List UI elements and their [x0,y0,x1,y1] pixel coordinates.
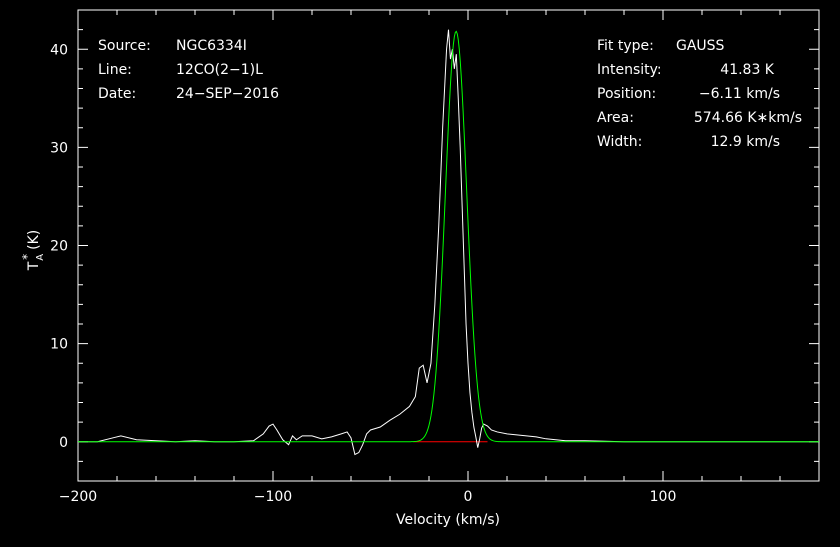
source-value: NGC6334I [176,38,247,54]
intensity-value: 41.83 K [720,62,775,78]
area-label: Area: [597,110,634,126]
position-label: Position: [597,86,656,102]
y-tick-label: 10 [50,337,68,353]
width-label: Width: [597,134,642,150]
y-tick-label: 40 [50,42,68,58]
x-tick-label: 0 [464,489,473,505]
y-tick-label: 30 [50,140,68,156]
source-label: Source: [98,38,151,54]
fit-type-value: GAUSS [676,38,725,54]
gaussian-fit-line [78,30,819,443]
x-axis-label: Velocity (km/s) [396,512,500,528]
header-right: Fit type: GAUSS Intensity: 41.83 K Posit… [597,38,802,150]
fit-type-label: Fit type: [597,38,654,54]
spectrum-line [78,29,819,456]
header-left: Source: NGC6334I Line: 12CO(2−1)L Date: … [98,38,279,102]
tick-labels: −200 −100 0 100 0 10 20 30 40 [50,42,676,505]
position-value: −6.11 km/s [699,86,780,102]
y-tick-label: 0 [59,435,68,451]
y-tick-label: 20 [50,239,68,255]
line-label: Line: [98,62,132,78]
width-value: 12.9 km/s [711,134,780,150]
series-group [78,29,819,456]
area-value: 574.66 K∗km/s [694,110,802,126]
line-value: 12CO(2−1)L [176,62,263,78]
x-tick-label: −200 [59,489,97,505]
date-value: 24−SEP−2016 [176,86,279,102]
x-tick-label: 100 [650,489,677,505]
x-tick-label: −100 [254,489,292,505]
date-label: Date: [98,86,136,102]
intensity-label: Intensity: [597,62,662,78]
